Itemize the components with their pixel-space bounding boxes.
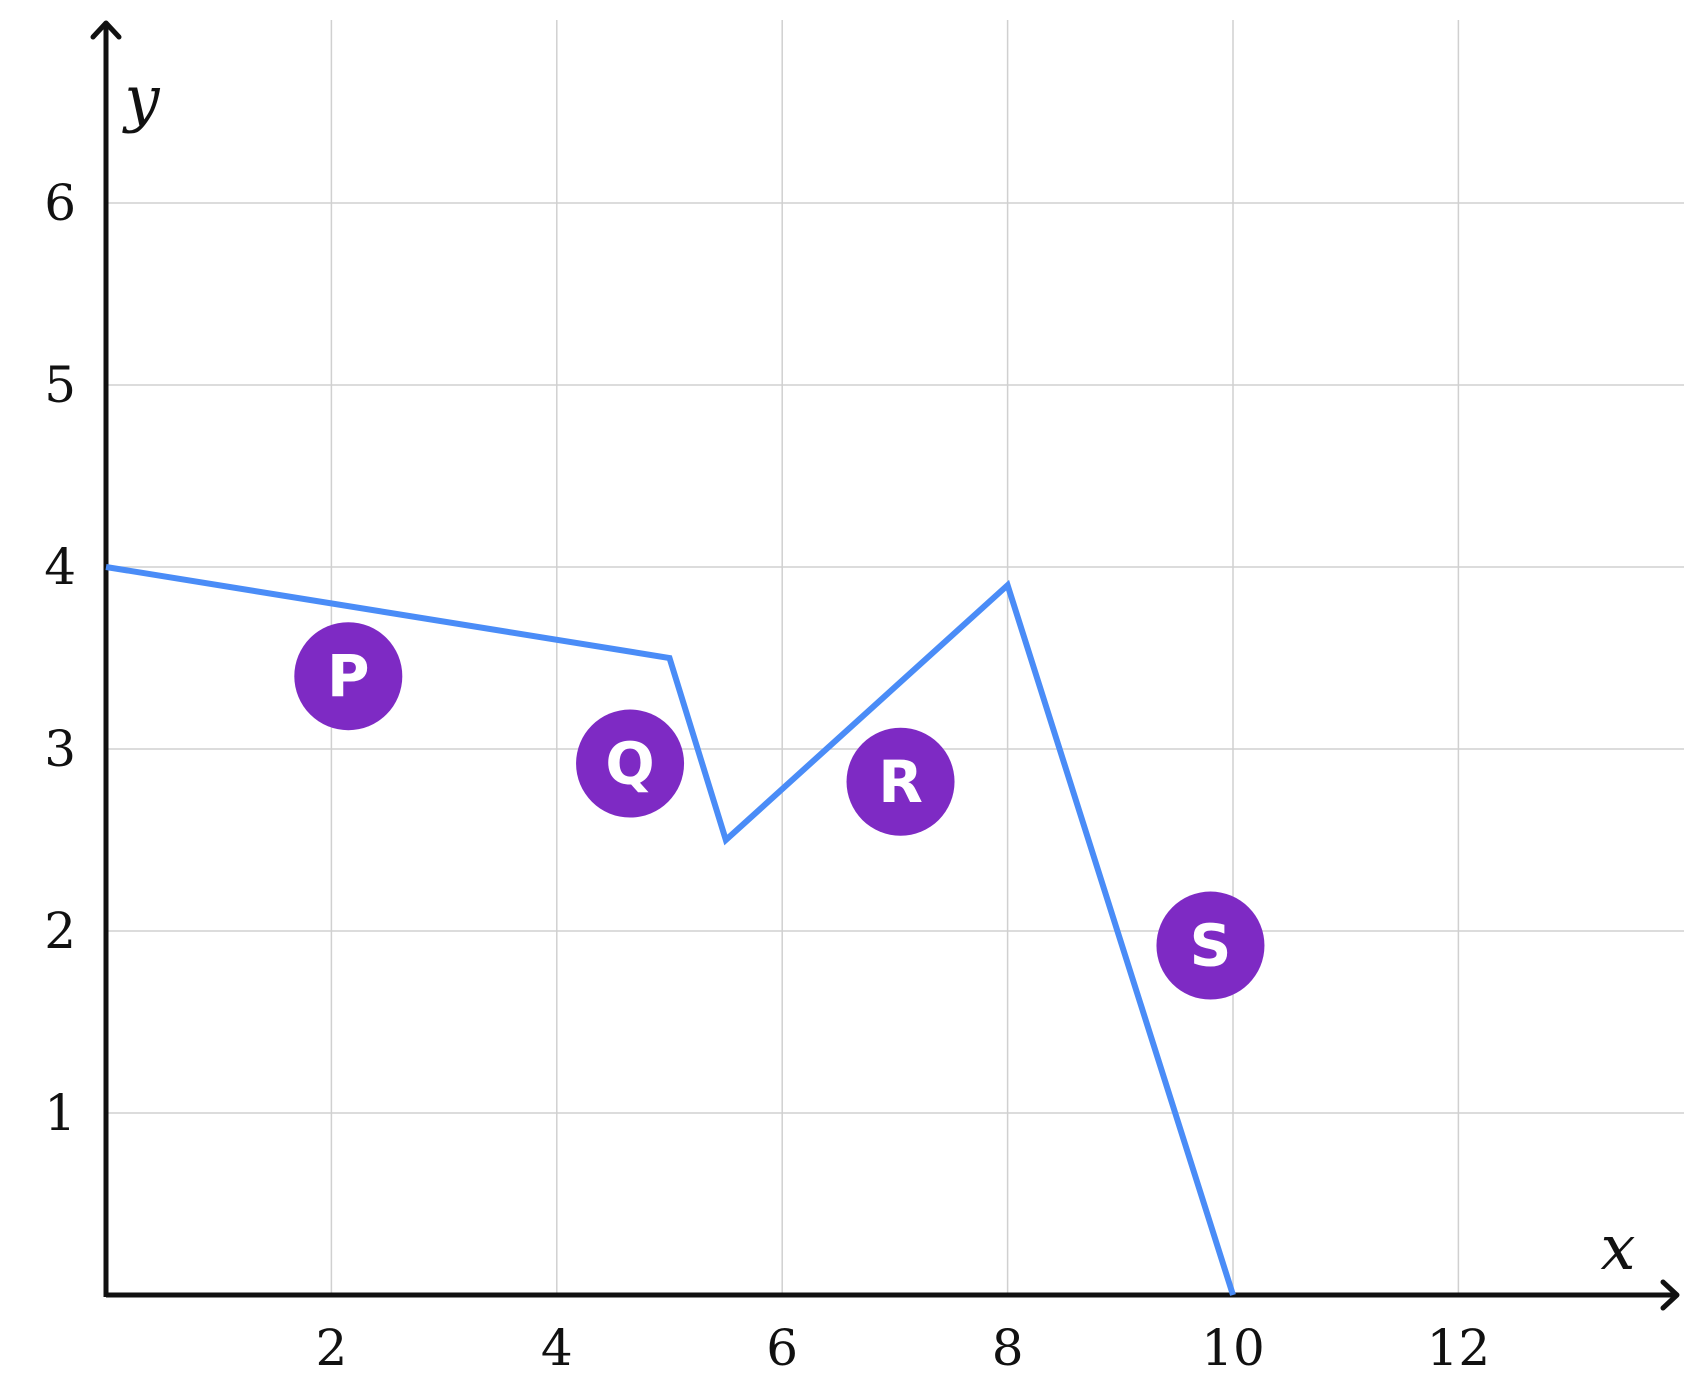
marker-r: R [846,727,955,836]
marker-label: Q [605,730,654,798]
x-tick-label: 12 [1427,1319,1491,1377]
x-tick-label: 4 [541,1319,573,1377]
marker-circle [576,709,685,818]
marker-circle [294,622,403,731]
y-tick-label: 4 [44,538,76,596]
markers: P Q R S [294,622,1265,1000]
y-tick-label: 2 [44,902,76,960]
y-axis-title: y [121,62,160,135]
x-tick-label: 8 [992,1319,1024,1377]
marker-label: R [878,748,923,816]
marker-p: P [294,622,403,731]
y-tick-label: 3 [44,720,76,778]
marker-label: S [1190,912,1232,980]
y-tick-label: 6 [44,174,76,232]
marker-circle [1156,891,1265,1000]
y-axis-arrowhead [90,20,122,40]
x-axis-arrowhead [1660,1279,1680,1311]
y-tick-label: 5 [44,356,76,414]
marker-s: S [1156,891,1265,1000]
x-tick-label: 2 [315,1319,347,1377]
x-axis-title: x [1601,1211,1636,1284]
marker-label: P [327,642,370,710]
y-tick-label: 1 [44,1084,76,1142]
axes [90,20,1680,1311]
series-line [105,564,1236,1296]
marker-q: Q [576,709,685,818]
marker-circle [846,727,955,836]
x-tick-label: 10 [1201,1319,1265,1377]
series [105,564,1236,1296]
x-tick-label: 6 [766,1319,798,1377]
